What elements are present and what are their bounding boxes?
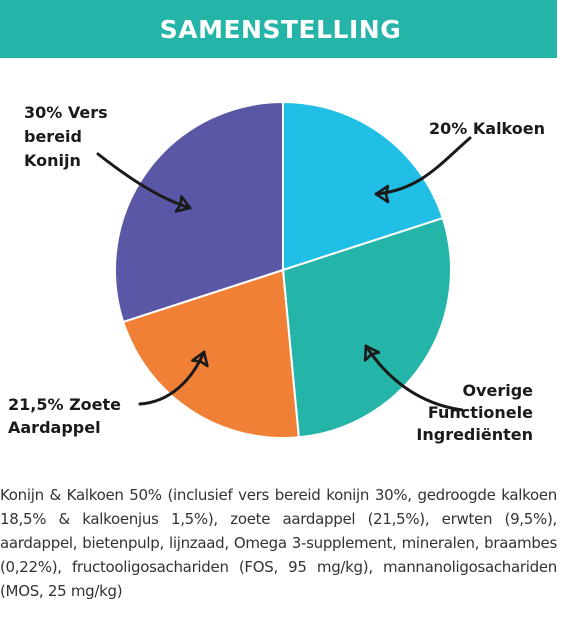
label-kalkoen: 20% Kalkoen bbox=[429, 119, 545, 138]
arrow-zoete-aardappel bbox=[138, 350, 209, 406]
arrow-konijn bbox=[96, 152, 192, 213]
pie-slices bbox=[114, 100, 452, 439]
slice-labels: 20% Kalkoen Overige Functionele Ingrediënte… bbox=[8, 103, 545, 444]
slice-overige bbox=[281, 216, 452, 439]
composition-chart: 20% Kalkoen Overige Functionele Ingrediënte… bbox=[0, 58, 561, 478]
label-overige: Overige Functionele Ingrediënten bbox=[416, 381, 533, 444]
arrow-kalkoen bbox=[374, 136, 472, 204]
pie-chart: 20% Kalkoen Overige Functionele Ingrediënte… bbox=[8, 100, 545, 444]
slice-konijn bbox=[114, 100, 284, 324]
slice-kalkoen bbox=[282, 100, 445, 272]
label-zoete-aardappel: 21,5% Zoete Aardappel bbox=[8, 395, 121, 437]
slice-zoete-aardappel bbox=[121, 268, 300, 439]
label-konijn: 30% Vers bereid Konijn bbox=[24, 103, 108, 170]
header-banner: SAMENSTELLING bbox=[0, 0, 557, 58]
pointer-arrows bbox=[96, 136, 472, 412]
ingredients-text: Konijn & Kalkoen 50% (inclusief vers ber… bbox=[0, 486, 557, 600]
page-title: SAMENSTELLING bbox=[159, 14, 402, 44]
arrow-overige bbox=[363, 344, 464, 412]
